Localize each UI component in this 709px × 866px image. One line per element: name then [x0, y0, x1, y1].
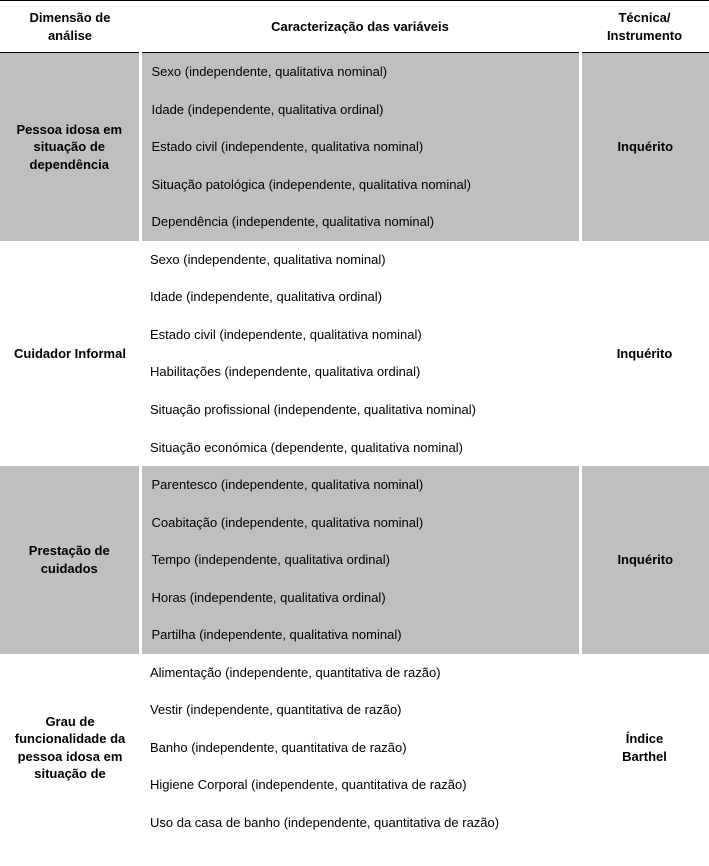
dimension-cell: Grau de funcionalidade da pessoa idosa e…: [0, 654, 140, 842]
variable-cell: Sexo (independente, qualitativa nominal): [140, 53, 580, 91]
variables-table: Dimensão deanáliseCaracterização das var…: [0, 0, 709, 842]
variable-cell: Idade (independente, qualitativa ordinal…: [140, 278, 580, 316]
variable-cell: Estado civil (independente, qualitativa …: [140, 316, 580, 354]
dimension-cell: Pessoa idosa em situação de dependência: [0, 53, 140, 241]
variable-cell: Estado civil (independente, qualitativa …: [140, 128, 580, 166]
variable-cell: Dependência (independente, qualitativa n…: [140, 203, 580, 241]
variable-cell: Situação patológica (independente, quali…: [140, 166, 580, 204]
variable-cell: Higiene Corporal (independente, quantita…: [140, 766, 580, 804]
header-technique: Técnica/Instrumento: [580, 1, 709, 53]
variable-cell: Tempo (independente, qualitativa ordinal…: [140, 541, 580, 579]
variable-cell: Sexo (independente, qualitativa nominal): [140, 241, 580, 279]
variable-cell: Parentesco (independente, qualitativa no…: [140, 466, 580, 504]
header-characterization: Caracterização das variáveis: [140, 1, 580, 53]
variable-cell: Partilha (independente, qualitativa nomi…: [140, 616, 580, 654]
variable-cell: Idade (independente, qualitativa ordinal…: [140, 91, 580, 129]
variable-cell: Banho (independente, quantitativa de raz…: [140, 729, 580, 767]
variable-cell: Vestir (independente, quantitativa de ra…: [140, 691, 580, 729]
technique-cell: ÍndiceBarthel: [580, 654, 709, 842]
dimension-cell: Prestação de cuidados: [0, 466, 140, 654]
variable-cell: Alimentação (independente, quantitativa …: [140, 654, 580, 692]
variable-cell: Horas (independente, qualitativa ordinal…: [140, 579, 580, 617]
variable-cell: Situação económica (dependente, qualitat…: [140, 429, 580, 467]
variable-cell: Coabitação (independente, qualitativa no…: [140, 504, 580, 542]
variable-cell: Uso da casa de banho (independente, quan…: [140, 804, 580, 842]
technique-cell: Inquérito: [580, 53, 709, 241]
dimension-cell: Cuidador Informal: [0, 241, 140, 466]
technique-cell: Inquérito: [580, 241, 709, 466]
variable-cell: Situação profissional (independente, qua…: [140, 391, 580, 429]
variable-cell: Habilitações (independente, qualitativa …: [140, 353, 580, 391]
header-dimension: Dimensão deanálise: [0, 1, 140, 53]
technique-cell: Inquérito: [580, 466, 709, 654]
